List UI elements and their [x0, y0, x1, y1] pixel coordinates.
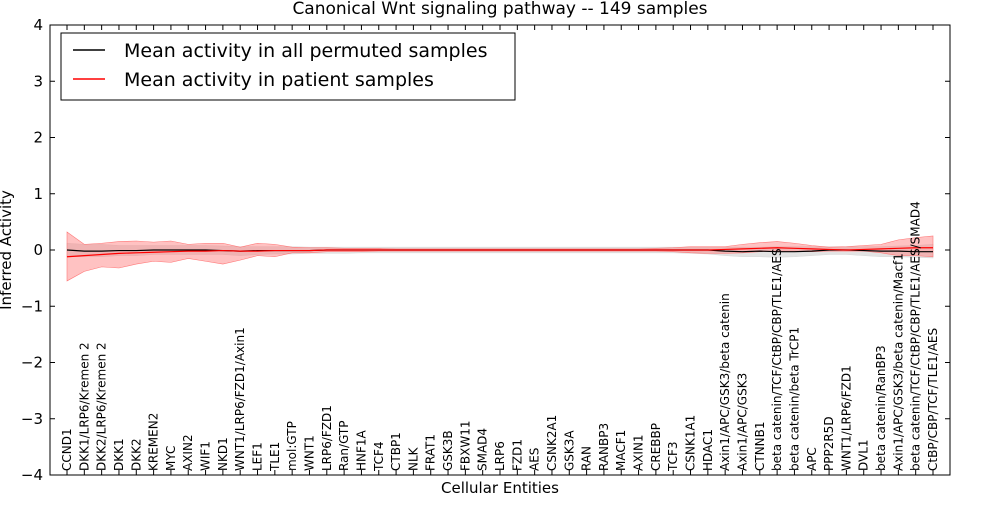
x-tick-label: LEF1: [251, 442, 265, 471]
x-tick-label: FRAT1: [424, 434, 438, 471]
x-tick-label: GSK3A: [562, 430, 576, 471]
x-tick-label: NLK: [406, 446, 420, 471]
x-tick-label: RAN: [580, 446, 594, 471]
y-tick-label: −4: [21, 466, 43, 484]
y-tick-label: 4: [33, 16, 43, 34]
x-axis-label: Cellular Entities: [441, 479, 559, 497]
x-tick-label: Axin1/APC/GSK3/beta catenin: [718, 293, 732, 471]
x-tick-label: APC: [805, 447, 819, 471]
x-tick-label: DKK1/LRP6/Kremen 2: [77, 342, 91, 471]
x-tick-label: NKD1: [216, 437, 230, 471]
x-tick-label: PPP2R5D: [822, 416, 836, 471]
x-tick-label: CREBBP: [649, 423, 663, 471]
x-tick-label: TCF4: [372, 441, 386, 472]
x-tick-label: FBXW11: [458, 421, 472, 472]
x-tick-label: MYC: [164, 446, 178, 471]
x-tick-label: MACF1: [614, 430, 628, 471]
y-tick-label: 1: [33, 185, 43, 203]
x-tick-label: Axin1/APC/GSK3/beta catenin/Macf1: [891, 253, 905, 471]
x-tick-label: LRP6: [493, 441, 507, 471]
x-tick-label: DKK1: [112, 438, 126, 471]
patient-mean-line: [66, 247, 933, 258]
x-tick-label: beta catenin/beta TrCP1: [787, 327, 801, 471]
series-line-layer: [66, 247, 933, 258]
x-tick-label: CCND1: [60, 428, 74, 471]
x-tick-label: FZD1: [510, 439, 524, 471]
x-tick-label: HNF1A: [354, 429, 368, 471]
x-tick-label: HDAC1: [701, 429, 715, 471]
x-tick-label: AXIN1: [632, 434, 646, 471]
chart-title: Canonical Wnt signaling pathway -- 149 s…: [292, 0, 707, 19]
x-tick-label: WIF1: [199, 441, 213, 471]
x-tick-label: WNT1: [302, 435, 316, 471]
x-tick-label: beta catenin/TCF/CtBP/CBP/TLE1/AES: [770, 248, 784, 471]
x-tick-label: CTBP1: [389, 432, 403, 471]
y-axis: −4 −3 −2 −1 0 1 2 3 4: [21, 16, 950, 484]
x-tick-label: beta catenin/RanBP3: [874, 345, 888, 471]
y-tick-label: −1: [21, 297, 43, 315]
legend-frame: [60, 32, 516, 101]
x-tick-label: WNT1/LRP6/FZD1/Axin1: [233, 327, 247, 471]
patient-confidence-band: [66, 231, 934, 282]
x-tick-label: TCF3: [666, 441, 680, 472]
x-tick-label: LRP6/FZD1: [320, 405, 334, 471]
y-tick-label: 3: [33, 72, 43, 90]
x-tick-label: mol:GTP: [285, 421, 299, 471]
x-tick-label: KREMEN2: [147, 413, 161, 471]
x-axis: CCND1 DKK1/LRP6/Kremen 2 DKK2/LRP6/Kremen …: [60, 25, 940, 475]
legend-label-patient: Mean activity in patient samples: [124, 69, 434, 91]
x-tick-label: RANBP3: [597, 423, 611, 471]
x-tick-label: CTNNB1: [753, 421, 767, 471]
x-tick-label: Ran/GTP: [337, 420, 351, 471]
legend-label-permuted: Mean activity in all permuted samples: [124, 40, 487, 62]
y-tick-label: 2: [33, 129, 43, 147]
x-tick-label: AES: [528, 448, 542, 471]
x-tick-label: DKK2: [129, 438, 143, 471]
x-tick-label: DVL1: [857, 439, 871, 471]
y-tick-label: −3: [21, 410, 43, 428]
x-tick-label: CtBP/CBP/TCF/TLE1/AES: [926, 328, 940, 471]
patient-band-layer: [66, 231, 934, 282]
x-tick-label: AXIN2: [181, 434, 195, 471]
y-tick-label: 0: [33, 241, 43, 259]
x-tick-label: GSK3B: [441, 430, 455, 471]
y-axis-label: Inferred Activity: [0, 190, 15, 310]
x-tick-label: SMAD4: [476, 428, 490, 471]
x-tick-label: DKK2/LRP6/Kremen 2: [95, 342, 109, 471]
legend: Mean activity in all permuted samples Me…: [60, 32, 516, 101]
y-tick-label: −2: [21, 354, 43, 372]
x-tick-label: WNT1/LRP6/FZD1: [839, 365, 853, 471]
x-tick-label: beta catenin/TCF/CtBP/CBP/TLE1/AES/SMAD4: [909, 201, 923, 471]
x-tick-label: Axin1/APC/GSK3: [735, 373, 749, 471]
x-tick-label: TLE1: [268, 442, 282, 472]
x-tick-label: CSNK1A1: [684, 415, 698, 471]
x-tick-label: CSNK2A1: [545, 415, 559, 471]
